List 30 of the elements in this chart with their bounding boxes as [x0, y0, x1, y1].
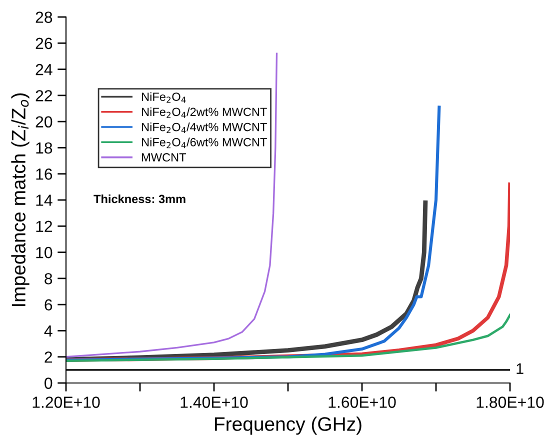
y-tick-label: 4	[44, 326, 52, 336]
ref-line-label: 1	[516, 363, 524, 374]
x-axis-title: Frequency (GHz)	[215, 416, 362, 435]
y-tick-label: 12	[36, 220, 52, 232]
y-tick-label: 28	[36, 12, 52, 23]
x-tick-label: 1.20E+10	[32, 396, 100, 408]
y-tick-label: 24	[36, 64, 52, 76]
y-tick-label: 26	[36, 38, 52, 50]
y-tick-label: 8	[44, 273, 52, 284]
y-tick-label: 16	[36, 168, 52, 180]
y-axis-title: Impedance match (Z$_{i}$/Z$_{o}$)	[11, 93, 30, 306]
line-series	[66, 314, 510, 362]
y-tick-label: 14	[36, 194, 52, 206]
y-tick-label: 18	[36, 142, 52, 154]
y-tick-label: 10	[36, 246, 52, 258]
x-tick-label: 1.80E+10	[476, 396, 544, 408]
legend-label: NiFe$_{2}$O$_{4}$	[142, 92, 186, 103]
legend-label: NiFe$_{2}$O$_{4}$/4wt% MWCNT	[142, 122, 267, 134]
y-tick-label: 2	[44, 351, 52, 363]
y-tick-label: 20	[36, 116, 52, 128]
annotation: Thickness: 3mm	[94, 194, 186, 204]
x-tick-label: 1.60E+10	[328, 396, 396, 408]
legend-label: NiFe$_{2}$O$_{4}$/2wt% MWCNT	[142, 107, 267, 118]
legend-label: NiFe$_{2}$O$_{4}$/6wt% MWCNT	[142, 138, 267, 148]
y-tick-label: 0	[44, 378, 52, 389]
y-tick-label: 22	[36, 90, 52, 102]
legend-label: MWCNT	[142, 153, 186, 162]
x-tick-label: 1.40E+10	[180, 396, 248, 408]
y-tick-label: 6	[44, 299, 52, 311]
line-series	[66, 52, 278, 358]
